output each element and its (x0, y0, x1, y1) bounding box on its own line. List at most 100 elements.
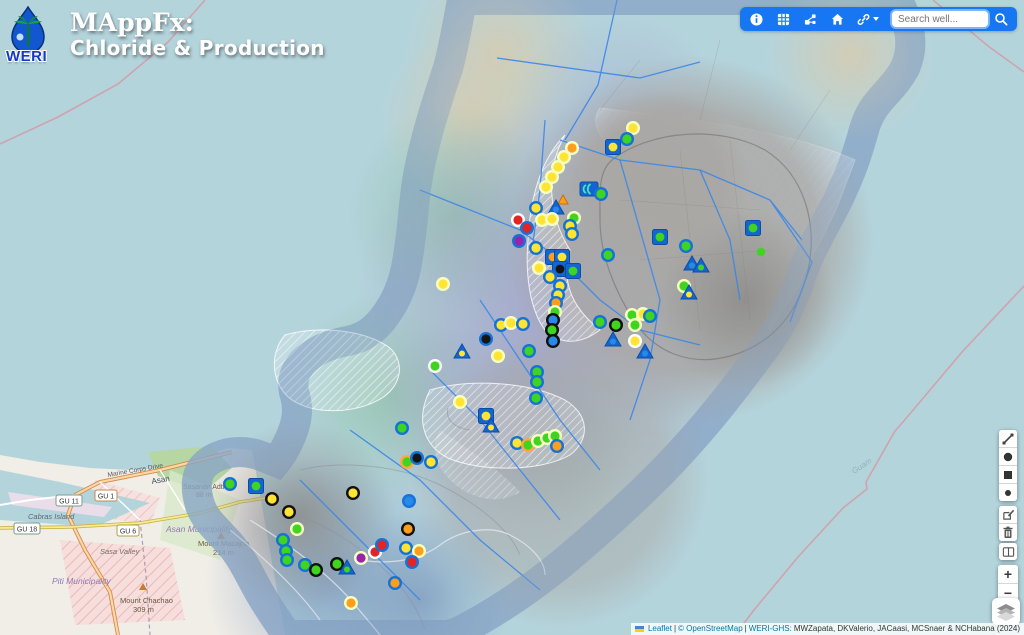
well-marker[interactable] (290, 522, 304, 536)
well-marker[interactable] (412, 544, 426, 558)
well-marker[interactable] (276, 533, 290, 547)
well-marker[interactable] (436, 277, 450, 291)
well-marker[interactable] (539, 180, 553, 194)
well-marker[interactable] (512, 234, 526, 248)
well-marker[interactable] (479, 332, 493, 346)
well-marker[interactable] (354, 551, 368, 565)
well-marker[interactable] (330, 557, 344, 571)
well-marker[interactable] (529, 241, 543, 255)
osm-link[interactable]: © OpenStreetMap (678, 624, 743, 633)
ukraine-flag-icon (634, 625, 644, 632)
draw-circlemarker-button[interactable] (999, 484, 1017, 501)
label-chachao: Mount Chachao (120, 596, 173, 605)
well-marker[interactable] (628, 334, 642, 348)
well-marker[interactable] (652, 229, 668, 245)
well-marker[interactable] (636, 342, 654, 359)
well-marker[interactable] (680, 283, 698, 300)
draw-rectangle-button[interactable] (999, 466, 1017, 484)
well-marker[interactable] (424, 455, 438, 469)
well-marker[interactable] (543, 270, 557, 284)
well-marker[interactable] (605, 139, 621, 155)
draw-circle-button[interactable] (999, 448, 1017, 466)
well-marker[interactable] (545, 212, 559, 226)
layers-button[interactable] (992, 598, 1020, 625)
well-marker[interactable] (520, 221, 534, 235)
draw-polyline-button[interactable] (999, 430, 1017, 448)
leaflet-link[interactable]: Leaflet (647, 624, 672, 633)
well-marker[interactable] (692, 256, 710, 273)
well-marker[interactable] (375, 538, 389, 552)
well-marker[interactable] (428, 359, 442, 373)
well-marker[interactable] (628, 318, 642, 332)
info-button[interactable] (749, 12, 763, 26)
well-marker[interactable] (282, 505, 296, 519)
well-marker[interactable] (248, 478, 264, 494)
well-markers-layer (223, 121, 766, 610)
home-button[interactable] (830, 12, 844, 26)
well-marker[interactable] (529, 201, 543, 215)
delete-layers-button[interactable] (999, 524, 1017, 541)
well-marker[interactable] (405, 555, 419, 569)
well-marker[interactable] (510, 436, 524, 450)
well-marker[interactable] (545, 323, 559, 337)
well-marker[interactable] (530, 375, 544, 389)
well-marker[interactable] (620, 132, 634, 146)
basemap-control (999, 543, 1017, 560)
weri-ghs-link[interactable]: WERI-GHS: (748, 624, 792, 633)
well-marker[interactable] (565, 263, 581, 279)
well-marker[interactable] (388, 576, 402, 590)
well-marker[interactable] (593, 315, 607, 329)
search-button[interactable] (994, 12, 1008, 26)
well-marker[interactable] (402, 494, 416, 508)
well-marker[interactable] (679, 239, 693, 253)
well-marker[interactable] (399, 541, 413, 555)
well-marker[interactable] (550, 439, 564, 453)
well-marker[interactable] (401, 522, 415, 536)
well-marker[interactable] (745, 220, 761, 236)
well-marker[interactable] (453, 342, 471, 359)
well-marker[interactable] (516, 317, 530, 331)
well-marker[interactable] (280, 553, 294, 567)
well-marker[interactable] (594, 187, 608, 201)
route-shield-gu18: GU 18 (13, 522, 41, 535)
well-marker[interactable] (344, 596, 358, 610)
search-input[interactable] (892, 11, 988, 27)
well-marker[interactable] (522, 344, 536, 358)
zoom-out-button[interactable]: − (998, 584, 1018, 602)
well-marker[interactable] (565, 141, 579, 155)
link-menu-button[interactable] (857, 13, 879, 26)
well-marker[interactable] (557, 193, 569, 205)
share-nodes-button[interactable] (803, 12, 817, 26)
well-marker[interactable] (504, 316, 518, 330)
well-marker[interactable] (410, 451, 424, 465)
edit-layers-button[interactable] (999, 506, 1017, 524)
well-marker[interactable] (338, 558, 356, 575)
well-marker[interactable] (223, 477, 237, 491)
well-marker[interactable] (756, 247, 766, 257)
well-marker[interactable] (643, 309, 657, 323)
well-marker[interactable] (609, 318, 623, 332)
well-marker[interactable] (530, 365, 544, 379)
zoom-in-button[interactable]: + (998, 565, 1018, 584)
well-marker[interactable] (309, 563, 323, 577)
well-marker[interactable] (601, 248, 615, 262)
well-marker[interactable] (491, 349, 505, 363)
well-marker[interactable] (554, 249, 570, 265)
well-marker[interactable] (604, 330, 622, 347)
label-cabras: Cabras Island (28, 512, 75, 521)
well-marker[interactable] (626, 121, 640, 135)
well-marker[interactable] (453, 395, 467, 409)
well-marker[interactable] (265, 492, 279, 506)
basemap-button[interactable] (999, 543, 1017, 560)
well-marker[interactable] (395, 421, 409, 435)
well-marker[interactable] (565, 227, 579, 241)
well-marker[interactable] (482, 416, 500, 433)
well-marker[interactable] (529, 391, 543, 405)
well-marker[interactable] (511, 213, 525, 227)
table-button[interactable] (776, 12, 790, 26)
well-marker[interactable] (532, 261, 546, 275)
well-marker[interactable] (298, 558, 312, 572)
well-marker[interactable] (346, 486, 360, 500)
well-marker[interactable] (546, 334, 560, 348)
